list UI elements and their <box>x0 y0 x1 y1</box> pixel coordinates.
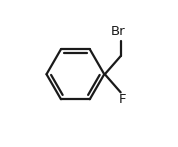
Text: Br: Br <box>111 25 126 38</box>
Text: F: F <box>118 93 126 106</box>
